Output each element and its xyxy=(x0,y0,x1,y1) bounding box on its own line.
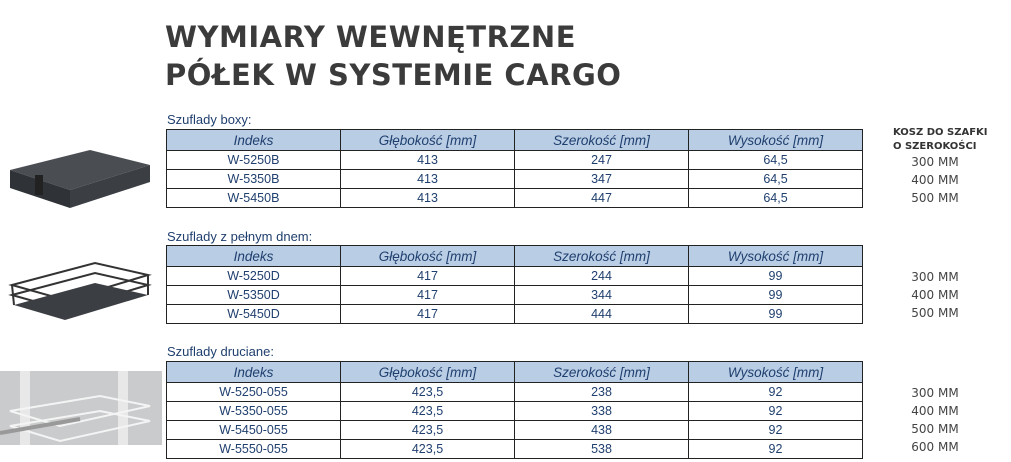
cell: W-5450-055 xyxy=(166,420,341,440)
col-height: Wysokość [mm] xyxy=(688,361,863,383)
table-wire-drawers: Indeks Głębokość [mm] Szerokość [mm] Wysoko… xyxy=(166,361,863,459)
cell: 413 xyxy=(340,169,515,189)
side-heading-line-1: KOSZ DO SZAFKI xyxy=(893,127,988,138)
col-width: Szerokość [mm] xyxy=(514,129,689,151)
cell: W-5450B xyxy=(166,188,341,208)
cell: 92 xyxy=(688,439,863,459)
cell: 247 xyxy=(514,150,689,170)
cell: 347 xyxy=(514,169,689,189)
col-width: Szerokość [mm] xyxy=(514,245,689,267)
cell: 417 xyxy=(340,285,515,305)
cell: W-5550-055 xyxy=(166,439,341,459)
section-caption-full-bottom: Szuflady z pełnym dnem: xyxy=(167,229,313,244)
cell: W-5250B xyxy=(166,150,341,170)
cell: 64,5 xyxy=(688,150,863,170)
cell: 99 xyxy=(688,266,863,286)
table-row: W-5550-055 423,5 538 92 xyxy=(166,439,863,459)
size: 500 MM xyxy=(911,191,959,205)
cell: 92 xyxy=(688,382,863,402)
table-header: Indeks Głębokość [mm] Szerokość [mm] Wysoko… xyxy=(166,245,863,267)
size: 300 MM xyxy=(911,386,959,400)
col-depth: Głębokość [mm] xyxy=(340,361,515,383)
cell: 413 xyxy=(340,188,515,208)
size: 400 MM xyxy=(911,404,959,418)
size: 600 MM xyxy=(911,440,959,454)
size: 400 MM xyxy=(911,173,959,187)
sizes-full-bottom: 300 MM 400 MM 500 MM xyxy=(870,268,1000,322)
cell: W-5350-055 xyxy=(166,401,341,421)
cell: 444 xyxy=(514,304,689,324)
section-caption-box: Szuflady boxy: xyxy=(167,112,252,127)
cell: 423,5 xyxy=(340,382,515,402)
table-header: Indeks Głębokość [mm] Szerokość [mm] Wysoko… xyxy=(166,129,863,151)
col-indeks: Indeks xyxy=(166,245,341,267)
cell: W-5250-055 xyxy=(166,382,341,402)
title-line-1: WYMIARY WEWNĘTRZNE xyxy=(165,20,577,54)
col-height: Wysokość [mm] xyxy=(688,245,863,267)
size: 500 MM xyxy=(911,306,959,320)
cell: 423,5 xyxy=(340,439,515,459)
wire-drawer-image xyxy=(0,371,162,445)
col-depth: Głębokość [mm] xyxy=(340,129,515,151)
size: 400 MM xyxy=(911,288,959,302)
cell: 423,5 xyxy=(340,401,515,421)
cell: 447 xyxy=(514,188,689,208)
size: 300 MM xyxy=(911,270,959,284)
cell: 538 xyxy=(514,439,689,459)
size: 500 MM xyxy=(911,422,959,436)
cell: 417 xyxy=(340,266,515,286)
sizes-wire: 300 MM 400 MM 500 MM 600 MM xyxy=(870,384,1000,456)
cell: 338 xyxy=(514,401,689,421)
table-full-bottom-drawers: Indeks Głębokość [mm] Szerokość [mm] Wysoko… xyxy=(166,245,863,324)
table-row: W-5450D 417 444 99 xyxy=(166,304,863,324)
title-line-2: PÓŁEK W SYSTEMIE CARGO xyxy=(165,58,622,92)
cell: W-5250D xyxy=(166,266,341,286)
cell: 92 xyxy=(688,401,863,421)
cell: 417 xyxy=(340,304,515,324)
cell: 99 xyxy=(688,304,863,324)
col-indeks: Indeks xyxy=(166,129,341,151)
col-depth: Głębokość [mm] xyxy=(340,245,515,267)
table-row: W-5250D 417 244 99 xyxy=(166,266,863,286)
cell: 244 xyxy=(514,266,689,286)
cell: 413 xyxy=(340,150,515,170)
size: 300 MM xyxy=(911,155,959,169)
table-row: W-5250-055 423,5 238 92 xyxy=(166,382,863,402)
table-row: W-5250B 413 247 64,5 xyxy=(166,150,863,170)
cell: 64,5 xyxy=(688,169,863,189)
full-bottom-drawer-image xyxy=(8,261,152,320)
table-row: W-5450B 413 447 64,5 xyxy=(166,188,863,208)
table-row: W-5450-055 423,5 438 92 xyxy=(166,420,863,440)
cell: 92 xyxy=(688,420,863,440)
table-header: Indeks Głębokość [mm] Szerokość [mm] Wysoko… xyxy=(166,361,863,383)
cell: W-5450D xyxy=(166,304,341,324)
side-heading: KOSZ DO SZAFKI O SZEROKOŚCI xyxy=(893,126,988,154)
cell: 238 xyxy=(514,382,689,402)
col-indeks: Indeks xyxy=(166,361,341,383)
cell: 99 xyxy=(688,285,863,305)
col-width: Szerokość [mm] xyxy=(514,361,689,383)
page-title: WYMIARY WEWNĘTRZNE PÓŁEK W SYSTEMIE CARG… xyxy=(165,18,621,94)
table-row: W-5350-055 423,5 338 92 xyxy=(166,401,863,421)
sizes-box: 300 MM 400 MM 500 MM xyxy=(870,153,1000,207)
cell: W-5350D xyxy=(166,285,341,305)
side-heading-line-2: O SZEROKOŚCI xyxy=(893,141,977,152)
cell: 438 xyxy=(514,420,689,440)
col-height: Wysokość [mm] xyxy=(688,129,863,151)
table-row: W-5350D 417 344 99 xyxy=(166,285,863,305)
cell: W-5350B xyxy=(166,169,341,189)
table-box-drawers: Indeks Głębokość [mm] Szerokość [mm] Wysoko… xyxy=(166,129,863,208)
cell: 423,5 xyxy=(340,420,515,440)
box-drawer-image xyxy=(10,150,150,208)
table-row: W-5350B 413 347 64,5 xyxy=(166,169,863,189)
cell: 64,5 xyxy=(688,188,863,208)
cell: 344 xyxy=(514,285,689,305)
section-caption-wire: Szuflady druciane: xyxy=(167,344,274,359)
